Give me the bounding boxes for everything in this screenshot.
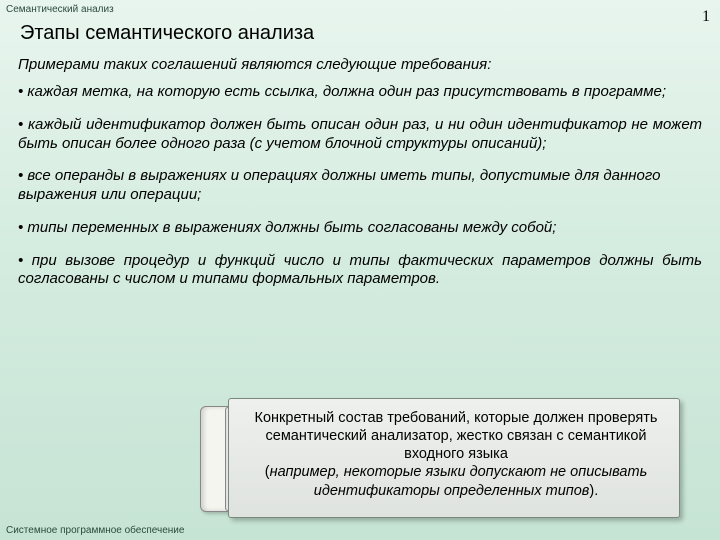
page-title: Этапы семантического анализа: [20, 22, 314, 45]
slide-footer: Системное программное обеспечение: [6, 525, 184, 536]
page-number: 1: [702, 8, 710, 26]
callout-note-close: ).: [589, 483, 598, 499]
callout-main-text: Конкретный состав требований, которые до…: [255, 410, 658, 462]
callout: Конкретный состав требований, которые до…: [200, 398, 680, 518]
bullet-list: • каждая метка, на которую есть ссылка, …: [18, 83, 702, 289]
bullet-item: • все операнды в выражениях и операциях …: [18, 167, 702, 205]
bullet-item: • типы переменных в выражениях должны бы…: [18, 219, 702, 238]
bullet-item: • каждая метка, на которую есть ссылка, …: [18, 83, 702, 102]
intro-text: Примерами таких соглашений являются след…: [18, 56, 702, 73]
content-area: Примерами таких соглашений являются след…: [18, 56, 702, 303]
bullet-item: • при вызове процедур и функций число и …: [18, 252, 702, 290]
slide-header: Семантический анализ: [6, 4, 114, 15]
callout-box: Конкретный состав требований, которые до…: [228, 398, 680, 518]
bullet-item: • каждый идентификатор должен быть описа…: [18, 116, 702, 154]
